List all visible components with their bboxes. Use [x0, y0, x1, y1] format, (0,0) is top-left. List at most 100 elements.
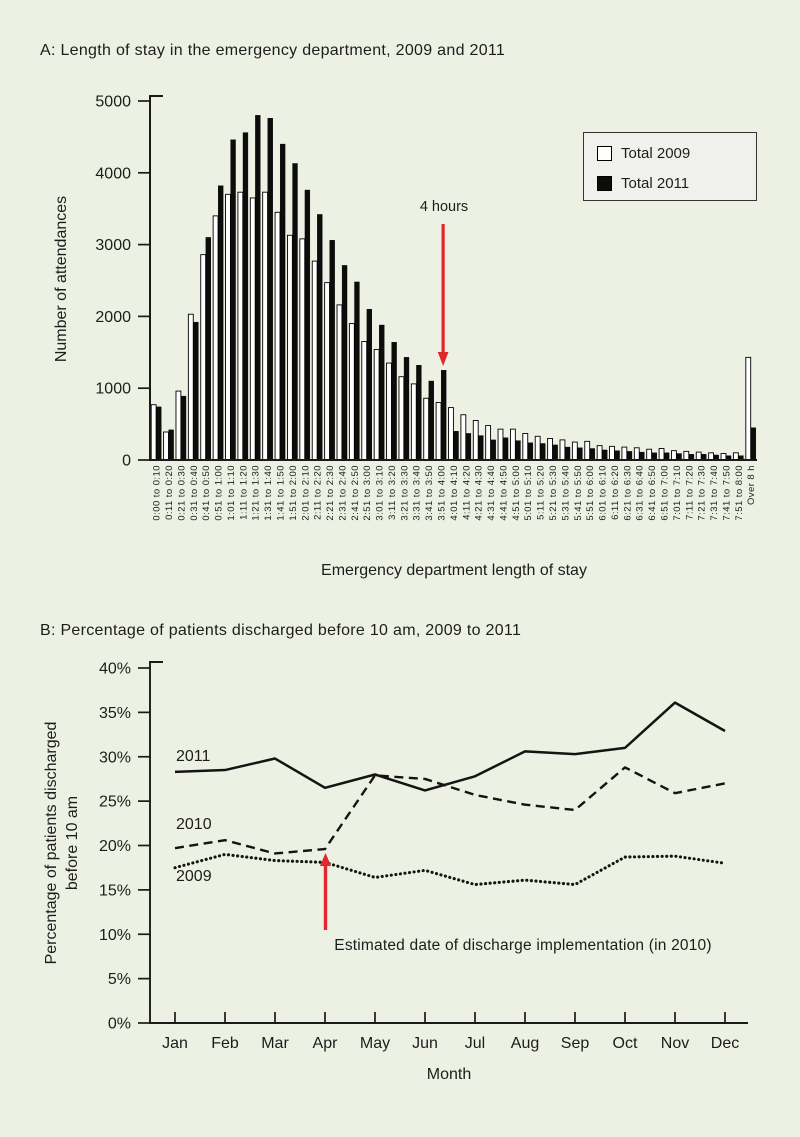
panel-a-y-axis-title: Number of attendances — [53, 195, 70, 363]
bar-2009 — [658, 448, 665, 461]
bar-2009 — [212, 215, 219, 461]
bar-2009 — [324, 282, 330, 461]
bar-2011 — [502, 437, 509, 461]
bar-2009 — [262, 191, 269, 461]
series-line-2010 — [174, 766, 726, 855]
bar-2009 — [287, 234, 293, 461]
y-tick-label: 0% — [108, 1016, 131, 1033]
bar-2011 — [577, 447, 583, 461]
x-tick-label: 6:41 to 6:50 — [647, 465, 658, 521]
bar-2011 — [193, 321, 199, 461]
legend-item-2011: Total 2011 — [597, 175, 689, 192]
bar-2011 — [180, 395, 187, 461]
bar-2009 — [225, 193, 231, 461]
x-tick-label: 7:21 to 7:30 — [697, 465, 708, 521]
x-tick-label: 2:31 to 2:40 — [337, 465, 348, 521]
legend-item-2009: Total 2009 — [597, 145, 690, 162]
bar-2009 — [299, 238, 306, 461]
month-label: Jun — [412, 1035, 438, 1052]
x-tick-label: 2:41 to 2:50 — [350, 465, 361, 521]
y-tick-label: 1000 — [95, 381, 131, 398]
x-tick-label: 6:01 to 6:10 — [598, 465, 609, 521]
bar-2009 — [534, 435, 541, 461]
bar-2011 — [267, 118, 273, 461]
panel-b-x-axis-title: Month — [426, 1066, 472, 1083]
bar-2009 — [509, 428, 516, 461]
bar-2011 — [626, 451, 633, 461]
bar-2011 — [453, 431, 459, 461]
four-hours-arrow — [437, 224, 449, 366]
bar-2009 — [187, 313, 194, 461]
bar-2009 — [497, 428, 504, 461]
x-tick-label: 4:01 to 4:10 — [449, 465, 460, 521]
x-tick-label: 7:51 to 8:00 — [734, 465, 745, 521]
bar-2009 — [163, 431, 169, 461]
x-tick-label: 5:51 to 6:00 — [585, 465, 596, 521]
bar-2009 — [435, 402, 442, 461]
panel-b-title: B: Percentage of patients discharged bef… — [40, 622, 522, 639]
series-label-2010: 2010 — [176, 816, 212, 833]
bar-2011 — [317, 214, 323, 461]
x-tick-label: 7:11 to 7:20 — [684, 465, 695, 520]
bar-2009 — [237, 191, 244, 461]
y-tick-label: 25% — [99, 794, 131, 811]
bar-2011 — [279, 143, 286, 461]
x-tick-label: 4:41 to 4:50 — [498, 465, 509, 521]
bar-2009 — [410, 383, 417, 461]
panel-a-title: A: Length of stay in the emergency depar… — [40, 42, 506, 59]
y-tick-label: 20% — [99, 838, 131, 855]
x-tick-label: 7:41 to 7:50 — [721, 465, 732, 521]
x-tick-label: 4:21 to 4:30 — [474, 465, 485, 521]
bar-2011 — [218, 185, 224, 461]
bar-2011 — [403, 357, 410, 461]
y-tick-label: 10% — [99, 927, 131, 944]
bar-2011 — [614, 450, 620, 461]
x-tick-label: 2:51 to 3:00 — [362, 465, 373, 521]
month-label: Jan — [162, 1035, 188, 1052]
bar-2009 — [609, 445, 615, 461]
panel-a-axes — [149, 95, 757, 461]
x-tick-label: 4:11 to 4:20 — [461, 465, 472, 520]
bar-2009 — [423, 397, 430, 461]
bar-2011 — [304, 189, 311, 461]
legend-swatch-2009 — [597, 146, 612, 161]
x-tick-label: 2:21 to 2:30 — [325, 465, 336, 521]
bar-2009 — [348, 323, 355, 461]
x-tick-label: 6:21 to 6:30 — [622, 465, 633, 521]
legend-label-2009: Total 2009 — [621, 145, 691, 162]
x-tick-label: 7:31 to 7:40 — [709, 465, 720, 521]
bar-2011 — [205, 237, 211, 461]
x-tick-label: 0:21 to 0:30 — [176, 465, 187, 521]
x-tick-label: 1:21 to 1:30 — [251, 465, 262, 521]
bar-2009 — [695, 451, 702, 461]
bar-2009 — [361, 341, 368, 461]
x-tick-label: 1:11 to 1:20 — [238, 465, 249, 520]
bar-2009 — [274, 211, 281, 461]
month-label: Feb — [211, 1035, 239, 1052]
bar-2009 — [336, 304, 343, 461]
bar-2011 — [527, 442, 534, 461]
x-tick-label: 5:01 to 5:10 — [523, 465, 534, 521]
bar-2011 — [750, 427, 757, 461]
bar-2009 — [646, 448, 653, 461]
y-tick-label: 5000 — [95, 94, 131, 111]
bar-2009 — [386, 362, 392, 461]
x-tick-label: 5:11 to 5:20 — [536, 465, 547, 520]
x-tick-label: 3:01 to 3:10 — [375, 465, 386, 521]
bar-2011 — [490, 439, 496, 461]
four-hours-annotation: 4 hours — [419, 199, 469, 215]
bar-2011 — [639, 451, 645, 461]
bar-2009 — [472, 420, 479, 461]
month-label: Sep — [561, 1035, 590, 1052]
bar-2009 — [485, 425, 492, 461]
bar-2011 — [465, 433, 472, 461]
x-tick-label: 6:11 to 6:20 — [610, 465, 621, 520]
bar-2011 — [428, 380, 434, 461]
bar-2011 — [540, 443, 546, 461]
bar-2009 — [547, 438, 553, 461]
bar-2009 — [559, 439, 566, 461]
x-tick-label: 2:11 to 2:20 — [313, 465, 324, 520]
bar-2011 — [651, 452, 657, 461]
discharge-implementation-annotation: Estimated date of discharge implementati… — [334, 937, 712, 954]
